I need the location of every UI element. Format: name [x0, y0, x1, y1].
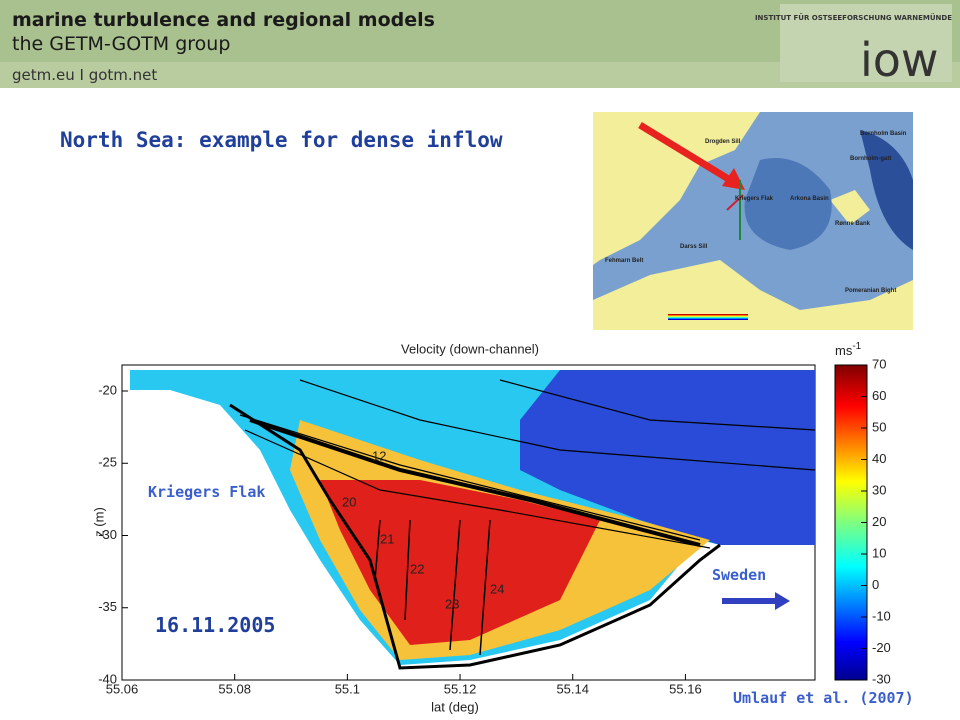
field-negative [520, 370, 815, 545]
colorbar-tick-label: 10 [872, 545, 886, 560]
colorbar-tick-label: 0 [872, 577, 879, 592]
colorbar-tick-label: 60 [872, 388, 886, 403]
map-label: Kriegers Flak [735, 196, 774, 202]
date: 16.11.2005 [155, 613, 275, 637]
colorbar-unit: ms-1 [835, 341, 862, 359]
x-label: lat (deg) [431, 699, 479, 714]
arrow [638, 122, 737, 186]
land [830, 190, 870, 225]
unit: ms [835, 343, 853, 358]
map [593, 112, 913, 330]
chart-title: Velocity (down-channel) [401, 341, 539, 356]
contour-label: 22 [410, 561, 424, 576]
y-tick-label: -40 [98, 671, 117, 686]
colorbar-tick-label: 40 [872, 451, 886, 466]
land [593, 112, 760, 265]
land [593, 260, 913, 330]
transect [726, 194, 744, 211]
x-tick-label: 55.12 [444, 681, 477, 696]
field-max [320, 480, 600, 645]
x-tick-label: 55.14 [556, 681, 589, 696]
logo-box [780, 4, 952, 82]
y-tick-label: -30 [98, 527, 117, 542]
colorbar-tick-label: 50 [872, 419, 886, 434]
y-label: z (m) [91, 507, 106, 537]
logo: iow [860, 33, 939, 87]
contour-label: 12 [372, 448, 386, 463]
colorbar-tick-label: -20 [872, 640, 891, 655]
x-tick-label: 55.1 [335, 681, 360, 696]
map-label: Bornholm Basin [860, 131, 907, 137]
header-links[interactable]: getm.eu I gotm.net [12, 66, 157, 84]
colorbar-tick-label: -10 [872, 608, 891, 623]
map-label: Arkona Basin [790, 196, 829, 202]
colorbar-tick-label: 70 [872, 356, 886, 371]
unit-exponent: -1 [852, 341, 861, 352]
header-subtitle: the GETM-GOTM group [12, 33, 230, 55]
institute: INSTITUT FÜR OSTSEEFORSCHUNG WARNEMÜNDE [755, 13, 952, 22]
annotation: Sweden [712, 566, 766, 584]
annotation: Kriegers Flak [148, 483, 265, 501]
basin [744, 158, 832, 250]
x-tick-label: 55.16 [669, 681, 702, 696]
contour-label: 20 [342, 494, 356, 509]
contour [239, 379, 816, 549]
y-tick-label: -35 [98, 599, 117, 614]
contour [374, 519, 491, 656]
bathymetry [229, 403, 721, 670]
colorbar-tick-label: -30 [872, 671, 891, 686]
contour-label: 24 [490, 581, 504, 596]
map-label: Darss Sill [680, 244, 708, 250]
direction-arrow [722, 592, 790, 610]
header-title: marine turbulence and regional models [12, 9, 435, 31]
basin [860, 130, 913, 250]
y-tick-label: -20 [98, 382, 117, 397]
slide-title: North Sea: example for dense inflow [60, 128, 503, 152]
colorbar-tick-label: 20 [872, 514, 886, 529]
contour-label: 21 [380, 531, 394, 546]
map-label: Fehmarn Belt [605, 258, 643, 264]
x-tick-label: 55.08 [218, 681, 251, 696]
map-label: Bornholm-gatt [850, 156, 891, 162]
x-tick-label: 55.06 [106, 681, 139, 696]
plot [121, 364, 816, 681]
colorbar-tick-label: 30 [872, 482, 886, 497]
contour-label: 23 [445, 596, 459, 611]
map-label: Pomeranian Bight [845, 288, 896, 294]
map-label: Drogden Sill [705, 139, 741, 145]
map-label: Rønne Bank [835, 221, 871, 227]
citation: Umlauf et al. (2007) [733, 689, 914, 707]
contour [249, 418, 701, 547]
y-tick-label: -25 [98, 455, 117, 470]
depth-bar [668, 314, 748, 320]
